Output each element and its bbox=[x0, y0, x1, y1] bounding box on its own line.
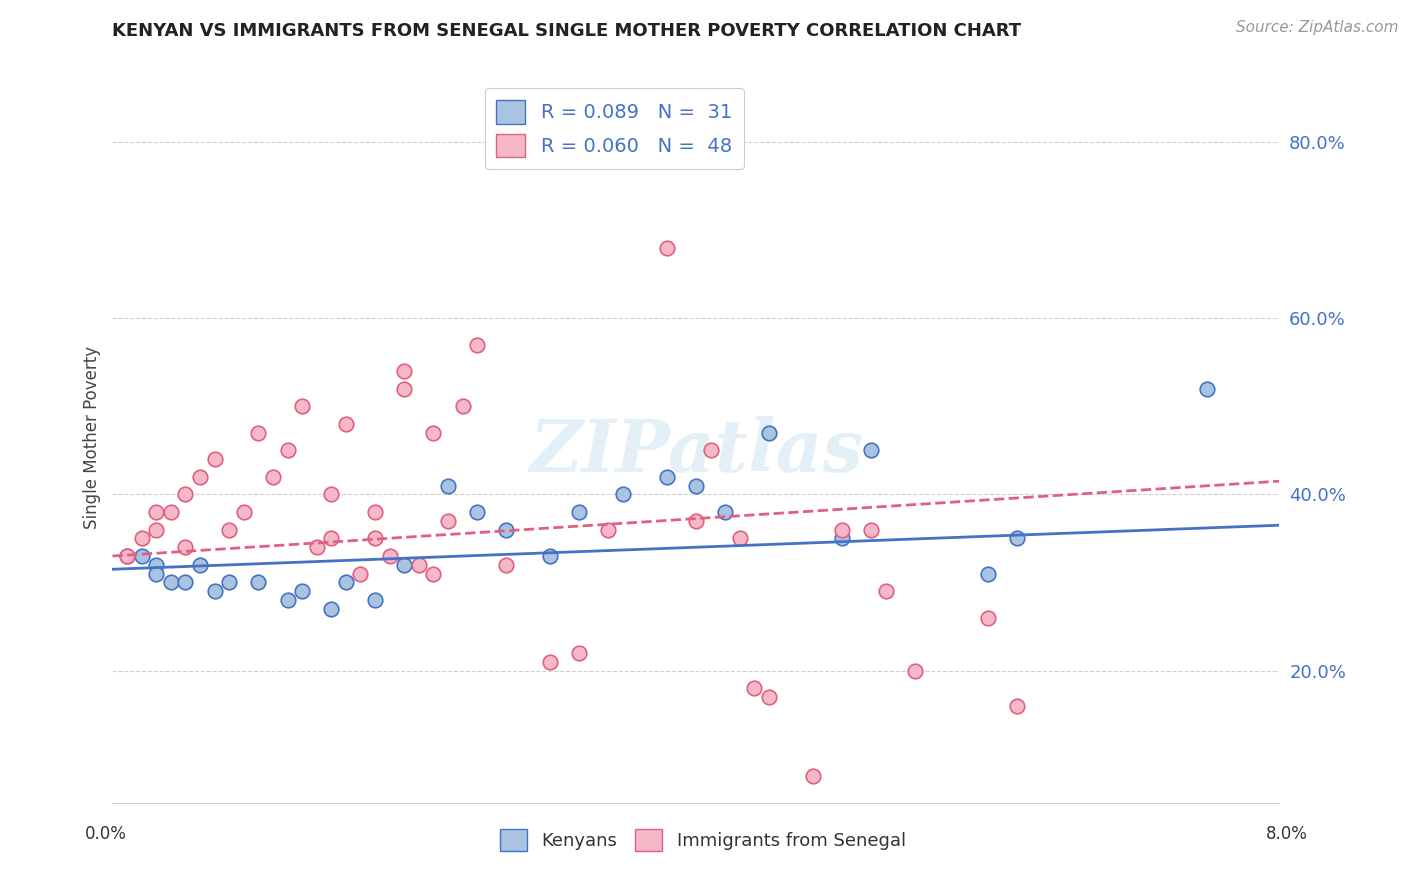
Point bbox=[276, 593, 298, 607]
Point bbox=[758, 425, 780, 440]
Text: 0.0%: 0.0% bbox=[84, 825, 127, 843]
Legend: Kenyans, Immigrants from Senegal: Kenyans, Immigrants from Senegal bbox=[492, 822, 914, 858]
Point bbox=[204, 452, 226, 467]
Text: KENYAN VS IMMIGRANTS FROM SENEGAL SINGLE MOTHER POVERTY CORRELATION CHART: KENYAN VS IMMIGRANTS FROM SENEGAL SINGLE… bbox=[112, 22, 1022, 40]
Point bbox=[465, 505, 488, 519]
Point bbox=[115, 549, 138, 563]
Point bbox=[1195, 382, 1218, 396]
Point bbox=[160, 575, 183, 590]
Point bbox=[976, 566, 998, 581]
Point bbox=[335, 575, 357, 590]
Point bbox=[145, 566, 167, 581]
Point bbox=[204, 584, 226, 599]
Point bbox=[188, 558, 211, 572]
Point bbox=[699, 443, 721, 458]
Point bbox=[364, 593, 387, 607]
Point bbox=[276, 443, 298, 458]
Point bbox=[495, 523, 517, 537]
Point bbox=[291, 399, 314, 413]
Point bbox=[131, 532, 153, 546]
Point bbox=[758, 690, 780, 704]
Point bbox=[349, 566, 371, 581]
Point bbox=[394, 364, 416, 378]
Text: 8.0%: 8.0% bbox=[1265, 825, 1308, 843]
Point bbox=[598, 523, 620, 537]
Text: Source: ZipAtlas.com: Source: ZipAtlas.com bbox=[1236, 20, 1399, 35]
Point bbox=[232, 505, 254, 519]
Point bbox=[612, 487, 634, 501]
Point bbox=[247, 575, 270, 590]
Point bbox=[160, 505, 183, 519]
Point bbox=[145, 558, 167, 572]
Point bbox=[437, 478, 460, 492]
Point bbox=[976, 611, 998, 625]
Point bbox=[364, 532, 387, 546]
Point bbox=[538, 655, 561, 669]
Point bbox=[859, 523, 883, 537]
Point bbox=[188, 469, 211, 483]
Point bbox=[495, 558, 517, 572]
Point bbox=[714, 505, 737, 519]
Point bbox=[394, 382, 416, 396]
Point bbox=[1005, 532, 1028, 546]
Point bbox=[685, 478, 707, 492]
Point bbox=[408, 558, 430, 572]
Point bbox=[875, 584, 897, 599]
Point bbox=[465, 337, 488, 351]
Point bbox=[321, 532, 343, 546]
Point bbox=[742, 681, 765, 696]
Point bbox=[174, 540, 197, 554]
Point bbox=[174, 575, 197, 590]
Y-axis label: Single Mother Poverty: Single Mother Poverty bbox=[83, 345, 101, 529]
Point bbox=[174, 487, 197, 501]
Point bbox=[859, 443, 883, 458]
Point bbox=[904, 664, 927, 678]
Point bbox=[321, 487, 343, 501]
Point bbox=[422, 425, 444, 440]
Point bbox=[115, 549, 138, 563]
Point bbox=[568, 646, 591, 660]
Point bbox=[218, 523, 240, 537]
Point bbox=[831, 532, 853, 546]
Point bbox=[1005, 698, 1028, 713]
Point bbox=[131, 549, 153, 563]
Point bbox=[451, 399, 474, 413]
Point bbox=[145, 523, 167, 537]
Point bbox=[364, 505, 387, 519]
Point bbox=[831, 523, 853, 537]
Point bbox=[218, 575, 240, 590]
Point bbox=[145, 505, 167, 519]
Point bbox=[685, 514, 707, 528]
Point bbox=[247, 425, 270, 440]
Point bbox=[394, 558, 416, 572]
Point bbox=[335, 417, 357, 431]
Point bbox=[378, 549, 401, 563]
Point bbox=[728, 532, 751, 546]
Text: ZIPatlas: ZIPatlas bbox=[529, 417, 863, 487]
Point bbox=[437, 514, 460, 528]
Point bbox=[321, 602, 343, 616]
Point bbox=[262, 469, 284, 483]
Point bbox=[801, 769, 824, 783]
Point bbox=[655, 241, 678, 255]
Point bbox=[655, 469, 678, 483]
Point bbox=[538, 549, 561, 563]
Point bbox=[422, 566, 444, 581]
Point bbox=[568, 505, 591, 519]
Point bbox=[291, 584, 314, 599]
Legend: R = 0.089   N =  31, R = 0.060   N =  48: R = 0.089 N = 31, R = 0.060 N = 48 bbox=[485, 88, 744, 169]
Point bbox=[305, 540, 328, 554]
